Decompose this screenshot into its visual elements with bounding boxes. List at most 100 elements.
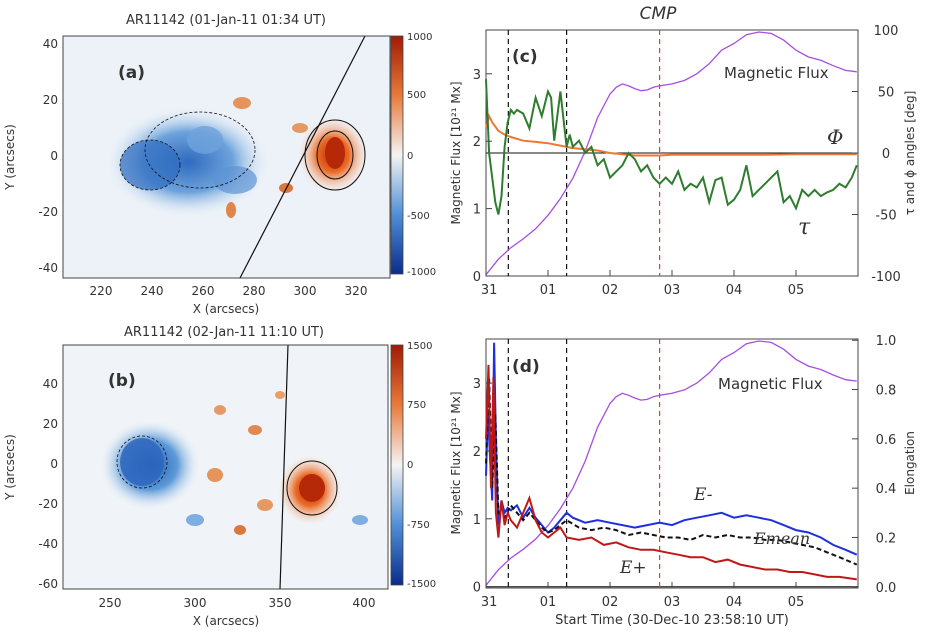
e-plus-label: E+ [619,558,647,578]
panel-a-cbar-tick: 500 [407,90,426,101]
panel-b-ytick: 0 [50,457,58,471]
panel-a: AR11142 (01-Jan-11 01:34 UT) (a) 220 240… [3,13,436,316]
panel-b-ytick: -20 [38,497,58,511]
panel-b-cbar-tick: -1500 [407,579,436,590]
y2-tick-label: 0.2 [876,531,897,546]
tau-label: τ [798,215,811,240]
panel-b-ytick: 20 [43,417,58,431]
panel-b-cbar-tick: 750 [407,400,426,411]
panel-a-xlabel: X (arcsecs) [193,302,260,316]
panel-d-xticks: 31 01 02 03 04 05 [481,582,804,610]
panel-a-label: (a) [118,63,145,83]
y-tick-label: 2 [473,445,481,460]
panel-b-xtick: 300 [184,596,207,610]
panel-b-xtick: 250 [99,596,122,610]
cmp-label: CMP [640,4,678,24]
y2-tick-label: 100 [874,24,899,39]
panel-a-polarity-line [239,36,366,278]
panel-a-xtick: 320 [345,284,368,298]
panel-a-ylabel: Y (arcsecs) [3,124,17,191]
panel-c-reference-lines [486,30,858,276]
x-tick-label: 04 [726,595,743,610]
e-minus-label: E- [693,485,713,505]
panel-c-y2ticks: 100 50 0 -50 -100 [852,24,901,285]
x-tick-label: 04 [726,283,743,298]
series-e-mean-line [485,377,858,566]
panel-a-colorbar [390,35,404,275]
x-tick-label: 01 [540,595,557,610]
e-mean-label: Emean [753,529,810,548]
x-tick-label: 02 [602,595,619,610]
y2-tick-label: 0.8 [876,384,897,399]
y-tick-label: 1 [473,513,481,528]
panel-a-xtick: 300 [294,284,317,298]
x-tick-label: 02 [602,283,619,298]
y-tick-label: 0 [473,581,481,596]
series---line [485,113,857,157]
panel-b-magnetogram [63,345,388,589]
panel-d-series [485,340,858,586]
panel-a-cbar-tick: -500 [407,211,430,222]
panel-c: (c) CMP Magnetic Flux Φ τ 31 01 02 03 04 05 0… [449,4,917,298]
panel-c-label: (c) [512,47,538,67]
x-tick-label: 05 [788,595,805,610]
panel-c-series [485,31,858,276]
y2-tick-label: 0.4 [876,482,897,497]
panel-b-xtick: 350 [269,596,292,610]
y2-tick-label: 0.0 [876,581,897,596]
panel-b-ytick: -60 [38,577,58,591]
panel-a-cbar-tick: 1000 [407,32,432,43]
y2-tick-label: -100 [871,270,901,285]
panel-a-title: AR11142 (01-Jan-11 01:34 UT) [126,13,326,28]
panel-a-magnetogram [63,36,390,278]
panel-b-colorbar [390,344,404,586]
series-e--line [485,364,857,581]
panel-c-yticks: 0 1 2 3 [473,68,492,285]
panel-b-polarity-line [279,345,289,589]
panel-a-ytick: -20 [38,205,58,219]
panel-d: (d) Magnetic Flux E- Emean E+ 31 01 02 03 04… [449,334,917,628]
series---line [485,79,858,215]
panel-a-cbar-tick: 0 [407,151,413,162]
y-tick-label: 2 [473,135,481,150]
panel-d-ylabel: Magnetic Flux [10²¹ Mx] [449,391,463,534]
panel-c-flux-label: Magnetic Flux [724,64,829,82]
panel-d-xlabel: Start Time (30-Dec-10 23:58:10 UT) [555,613,789,628]
y2-tick-label: 50 [878,86,895,101]
panel-a-colorbar-ticks: 1000 500 0 -500 -1000 [407,32,436,278]
panel-d-flux-label: Magnetic Flux [718,375,823,393]
y-tick-label: 0 [473,270,481,285]
panel-b-xticks: 250 300 350 400 [99,596,376,610]
panel-b-cbar-tick: 0 [407,460,413,471]
panel-a-xtick: 280 [243,284,266,298]
panel-b-xlabel: X (arcsecs) [193,614,260,628]
panel-c-ylabel: Magnetic Flux [10²¹ Mx] [449,81,463,224]
panel-a-xtick: 220 [90,284,113,298]
panel-a-cbar-tick: -1000 [407,267,436,278]
panel-b-colorbar-ticks: 1500 750 0 -750 -1500 [407,341,436,590]
y-tick-label: 3 [473,377,481,392]
x-tick-label: 05 [788,283,805,298]
y2-tick-label: 1.0 [876,334,897,349]
x-tick-label: 03 [664,283,681,298]
y2-tick-label: -50 [875,209,896,224]
panel-a-ytick: 20 [43,93,58,107]
x-tick-label: 01 [540,283,557,298]
x-tick-label: 03 [664,595,681,610]
panel-a-xticks: 220 240 260 280 300 320 [90,284,368,298]
panel-b-ytick: 40 [43,377,58,391]
panel-b-cbar-tick: -750 [407,520,430,531]
panel-b-ylabel: Y (arcsecs) [3,434,17,501]
phi-label: Φ [827,125,843,149]
x-tick-label: 31 [481,595,498,610]
x-tick-label: 31 [481,283,498,298]
panel-c-y2label: τ and ϕ angles [deg] [903,91,917,216]
series-magnetic-flux-line [485,340,857,586]
panel-d-yticks: 0 1 2 3 [473,377,492,596]
y2-tick-label: 0.6 [876,433,897,448]
panel-b-title: AR11142 (02-Jan-11 11:10 UT) [124,325,324,340]
panel-b-label: (b) [108,371,136,391]
panel-a-ytick: -40 [38,261,58,275]
panel-d-y2ticks: 0.0 0.2 0.4 0.6 0.8 1.0 [852,334,896,596]
